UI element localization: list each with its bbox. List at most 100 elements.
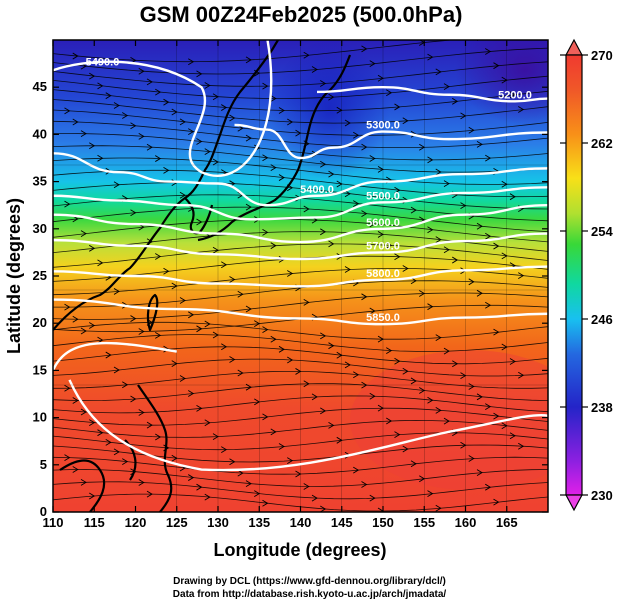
- wind-arrowhead: [179, 118, 186, 126]
- warm-core-south: [350, 350, 548, 490]
- wind-arrowhead: [262, 326, 269, 333]
- wind-arrowhead: [64, 303, 71, 311]
- wind-arrowhead: [311, 393, 318, 401]
- wind-arrowhead: [320, 505, 327, 512]
- wind-arrowhead: [369, 60, 376, 68]
- wind-arrowhead: [410, 277, 417, 285]
- wind-arrowhead: [262, 228, 269, 236]
- wind-arrowhead: [155, 88, 162, 96]
- y-tick-label: 40: [33, 126, 47, 141]
- streamline: [53, 61, 548, 87]
- x-tick-label: 115: [84, 515, 105, 530]
- wind-arrowhead: [287, 457, 294, 464]
- wind-arrowhead: [64, 454, 71, 461]
- wind-arrowhead: [402, 367, 409, 375]
- x-tick-label: 125: [166, 515, 188, 530]
- wind-arrowhead: [130, 209, 137, 217]
- wind-arrowhead: [295, 129, 302, 137]
- wind-arrowhead: [278, 345, 285, 353]
- wind-arrowhead: [188, 474, 195, 481]
- wind-arrowhead: [295, 368, 302, 375]
- wind-arrowhead: [435, 236, 442, 243]
- wind-arrowhead: [443, 246, 450, 254]
- wind-arrowhead: [485, 232, 492, 240]
- wind-arrowhead: [328, 93, 335, 101]
- streamline: [53, 133, 548, 161]
- wind-arrowhead: [287, 270, 294, 277]
- contour-label: 5700.0: [366, 240, 400, 252]
- x-axis-ticks: 110 115 120 125 130 135 140 145 150 155 160 165: [43, 40, 518, 530]
- colorbar-bottom-arrow: [565, 494, 583, 512]
- wind-arrowhead: [146, 421, 153, 429]
- x-tick-label: 145: [331, 515, 353, 530]
- wind-arrowhead: [229, 114, 236, 122]
- wind-arrowhead: [105, 351, 112, 359]
- wind-arrowhead: [163, 267, 170, 275]
- x-tick-label: 110: [43, 515, 64, 530]
- wind-arrowhead: [270, 428, 277, 436]
- contour-line: [53, 265, 548, 288]
- wind-arrowhead: [344, 190, 351, 198]
- contour-line: [53, 152, 548, 207]
- wind-arrowhead: [204, 419, 211, 427]
- chart-title: GSM 00Z24Feb2025 (500.0hPa): [140, 2, 463, 27]
- contour-label: 5200.0: [498, 89, 532, 101]
- wind-arrowhead: [336, 180, 343, 188]
- wind-arrowhead: [320, 80, 327, 87]
- wind-arrowhead: [72, 397, 79, 404]
- wind-arrowhead: [89, 72, 96, 80]
- streamline: [53, 321, 548, 340]
- colorbar-tick-label: 270: [591, 48, 613, 63]
- wind-arrowhead: [130, 395, 137, 403]
- wind-arrowhead: [80, 327, 87, 335]
- wind-arrowhead: [377, 404, 384, 412]
- wind-arrowhead: [188, 311, 195, 319]
- streamline: [53, 169, 548, 198]
- colorbar-tick-label: 246: [591, 312, 613, 327]
- japan-coast: [197, 54, 352, 242]
- wind-arrowhead: [221, 104, 228, 111]
- wind-arrowhead: [270, 164, 277, 171]
- wind-arrowhead: [386, 241, 393, 249]
- wind-arrowhead: [344, 119, 351, 127]
- contour-label: 5300.0: [366, 120, 400, 132]
- wind-arrowhead: [485, 301, 492, 309]
- philippines-coast: [124, 384, 173, 512]
- wind-arrowhead: [369, 494, 376, 502]
- wind-arrowhead: [204, 493, 211, 501]
- wind-arrowhead: [485, 483, 492, 491]
- wind-arrowhead: [113, 366, 120, 374]
- wind-arrowhead: [229, 356, 236, 363]
- streamline: [53, 334, 548, 352]
- wind-arrowhead: [212, 158, 219, 166]
- wind-arrowhead: [410, 377, 417, 385]
- wind-arrowhead: [130, 315, 137, 322]
- wind-arrowhead: [468, 455, 475, 462]
- wind-arrowhead: [386, 417, 393, 425]
- wind-arrowhead: [320, 160, 327, 168]
- wind-arrowhead: [369, 307, 376, 315]
- wind-arrowhead: [262, 82, 269, 90]
- wind-arrowhead: [386, 89, 393, 97]
- wind-arrowhead: [196, 70, 203, 78]
- wind-arrowhead: [509, 91, 516, 99]
- cold-core-north: [455, 40, 548, 125]
- wind-arrowhead: [509, 358, 516, 365]
- wind-arrowhead: [245, 203, 252, 211]
- wind-arrowhead: [72, 466, 79, 473]
- wind-arrowhead: [262, 413, 269, 421]
- y-tick-label: 10: [33, 410, 47, 425]
- y-tick-label: 35: [33, 174, 47, 189]
- wind-arrowhead: [64, 384, 71, 392]
- contour-line: [53, 204, 548, 244]
- contour-label: 5490.0: [86, 56, 120, 68]
- wind-arrowhead: [221, 446, 228, 454]
- wind-arrowhead: [72, 52, 79, 60]
- wind-arrowhead: [443, 347, 450, 355]
- wind-arrowhead: [89, 244, 96, 252]
- wind-arrowhead: [435, 168, 442, 176]
- wind-arrowhead: [155, 331, 162, 339]
- grid-lines: [53, 164, 548, 386]
- wind-arrowhead: [130, 122, 137, 130]
- wind-arrowhead: [97, 82, 104, 90]
